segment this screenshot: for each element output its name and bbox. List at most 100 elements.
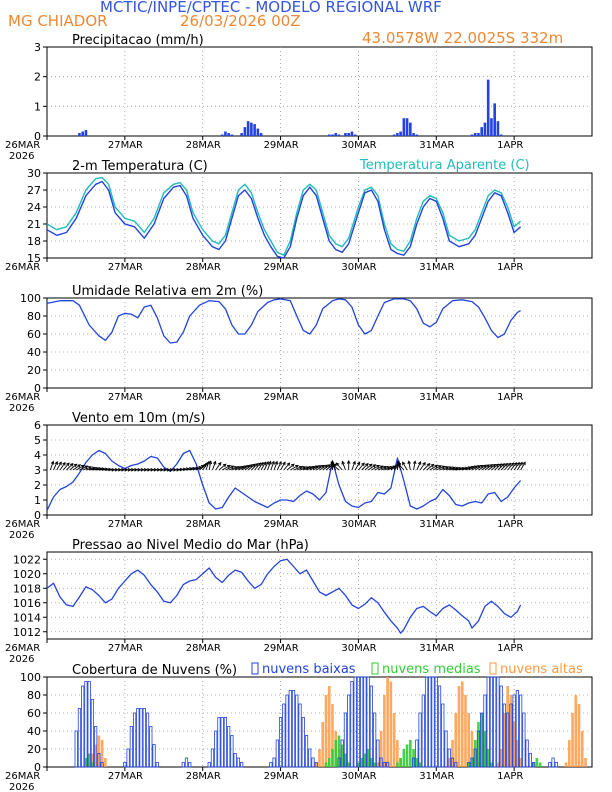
precip-xtick-label: 30MAR bbox=[341, 140, 376, 151]
mid-cloud-bar bbox=[373, 762, 376, 767]
wind-title: Vento em 10m (m/s) bbox=[72, 411, 205, 426]
mid-cloud-bar bbox=[470, 758, 474, 767]
wind-vector bbox=[296, 466, 306, 471]
low-cloud-bar bbox=[528, 753, 532, 768]
mid-cloud-bar bbox=[486, 749, 490, 767]
low-cloud-bar bbox=[214, 730, 218, 768]
wind-vector-head bbox=[282, 461, 286, 466]
wind-vector-head bbox=[66, 462, 70, 467]
low-cloud-bar bbox=[210, 748, 215, 768]
wind-vector bbox=[66, 463, 74, 471]
wind-vector bbox=[481, 464, 490, 471]
clouds-ytick-label: 100 bbox=[20, 671, 41, 684]
high-cloud-bar bbox=[509, 695, 513, 767]
mid-cloud-bar bbox=[370, 758, 373, 767]
low-cloud-bar bbox=[149, 726, 153, 768]
high-cloud-bar bbox=[392, 713, 396, 767]
humidity-ytick-label: 80 bbox=[27, 310, 41, 323]
wind-vector bbox=[449, 467, 459, 471]
wind-xtick-label: 28MAR bbox=[186, 519, 221, 530]
wind-vector bbox=[494, 463, 502, 471]
wind-vector bbox=[263, 461, 269, 471]
temp-line bbox=[46, 180, 522, 259]
wind-vector-head bbox=[417, 460, 422, 465]
low-cloud-bar bbox=[548, 762, 552, 768]
wind-vector bbox=[225, 465, 234, 471]
high-cloud-bar bbox=[516, 740, 519, 767]
low-cloud-bar bbox=[155, 762, 159, 768]
precip-bar bbox=[480, 127, 484, 136]
high-cloud-bar bbox=[512, 722, 516, 767]
wind-vector bbox=[358, 462, 365, 471]
wind-vector-head bbox=[295, 465, 299, 469]
wind-vector-head bbox=[352, 460, 356, 465]
pressure-xtick-label: 29MAR bbox=[264, 643, 299, 654]
precip-xtick-label: 1APR bbox=[497, 140, 523, 151]
precip-bar bbox=[490, 118, 493, 136]
wind-vector bbox=[286, 463, 295, 471]
mid-cloud-bar bbox=[363, 753, 367, 767]
high-cloud-bar bbox=[383, 695, 386, 767]
wind-vector bbox=[199, 463, 207, 471]
temp-ytick-label: 15 bbox=[27, 252, 41, 265]
wind-vector bbox=[429, 464, 438, 471]
precip-bar bbox=[473, 133, 477, 136]
precip-bar bbox=[246, 121, 250, 136]
clouds-xtick-label: 29MAR bbox=[264, 771, 299, 782]
humidity-ytick-label: 60 bbox=[27, 328, 41, 341]
wind-vector-head bbox=[361, 462, 365, 467]
low-cloud-bar bbox=[418, 712, 422, 768]
wind-vector bbox=[75, 465, 85, 471]
high-cloud-bar bbox=[584, 758, 587, 767]
low-cloud-bar bbox=[382, 762, 386, 768]
wind-vector-head bbox=[507, 462, 512, 467]
high-cloud-bar bbox=[376, 762, 380, 767]
low-cloud-bar bbox=[454, 762, 458, 768]
high-cloud-bar bbox=[104, 758, 107, 767]
low-cloud-bar bbox=[217, 717, 221, 768]
wind-vector bbox=[59, 462, 66, 471]
precip-bar bbox=[402, 118, 406, 136]
wind-vector bbox=[202, 462, 209, 471]
wind-xtick-label: 26MAR bbox=[5, 519, 40, 530]
low-cloud-bar bbox=[483, 694, 487, 768]
wind-vector bbox=[455, 467, 465, 471]
pressure-title: Pressao ao Nivel Medio do Mar (hPa) bbox=[72, 538, 309, 553]
wind-vector bbox=[367, 464, 376, 471]
wind-vector bbox=[445, 467, 455, 471]
low-cloud-bar bbox=[223, 717, 228, 768]
low-cloud-bar bbox=[291, 690, 296, 768]
pressure-ytick-label: 1022 bbox=[13, 553, 41, 566]
wind-vector bbox=[244, 464, 253, 471]
precip-bar bbox=[259, 133, 263, 136]
wind-vector-head bbox=[50, 460, 55, 465]
high-cloud-bar bbox=[454, 713, 458, 767]
wind-vector-head bbox=[519, 461, 523, 466]
wind-vector-head bbox=[62, 461, 66, 466]
low-cloud-bar bbox=[136, 708, 140, 768]
wind-vector bbox=[436, 465, 445, 471]
high-cloud-bar bbox=[577, 704, 581, 767]
wind-vector-head bbox=[217, 461, 222, 466]
wind-vector bbox=[186, 467, 196, 471]
wind-vector bbox=[299, 466, 309, 471]
wind-vector bbox=[251, 463, 259, 471]
pressure-ytick-label: 1018 bbox=[13, 582, 41, 595]
clouds-xtick-label: 28MAR bbox=[186, 771, 221, 782]
wind-vector-head bbox=[84, 465, 89, 469]
low-cloud-bar bbox=[275, 739, 279, 768]
mid-cloud-bar bbox=[415, 758, 419, 767]
wind-vector-head bbox=[483, 464, 487, 469]
high-cloud-bar bbox=[470, 731, 474, 767]
precip-bar bbox=[227, 133, 230, 136]
low-cloud-bar bbox=[295, 694, 299, 768]
precip-bar bbox=[230, 134, 234, 136]
wind-xtick-label: 29MAR bbox=[264, 519, 299, 530]
apparent-temp-line bbox=[46, 176, 522, 256]
high-cloud-bar bbox=[457, 686, 461, 767]
temp-xtick-label: 29MAR bbox=[264, 262, 299, 273]
mid-cloud-bar bbox=[480, 713, 484, 767]
mid-cloud-bar bbox=[360, 758, 363, 767]
wind-vector bbox=[267, 461, 272, 471]
high-cloud-bar bbox=[331, 704, 334, 767]
